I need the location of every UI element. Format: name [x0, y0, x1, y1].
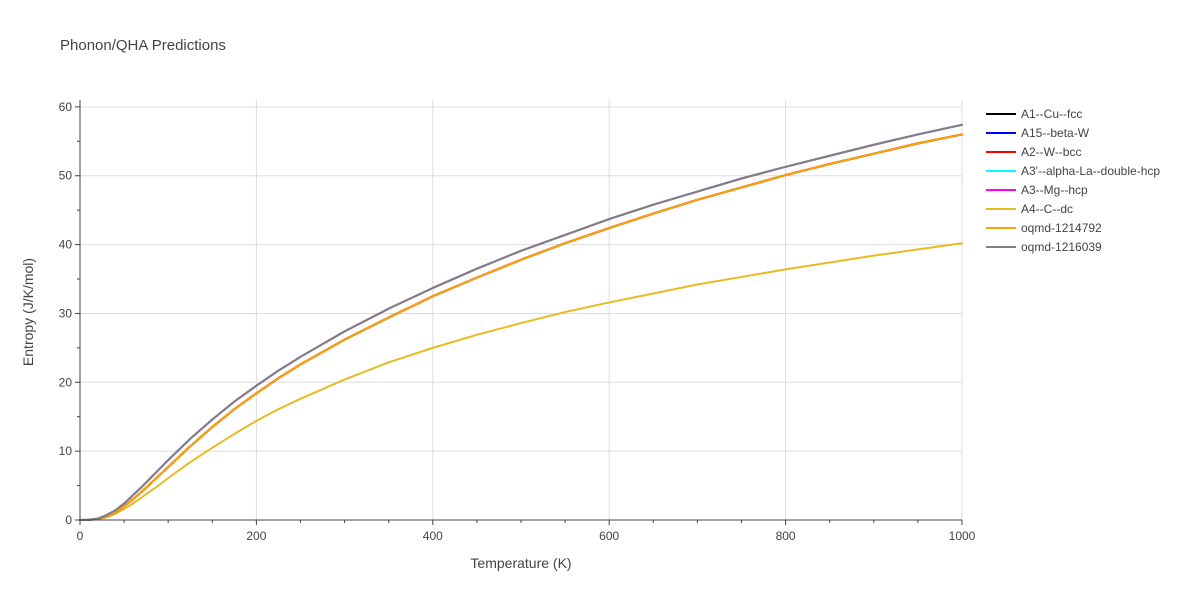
legend-item[interactable]: A4--C--dc [986, 202, 1073, 216]
series-line-oqmd-1216039 [79, 123, 963, 521]
series-line-A1--Cu--fcc [79, 133, 963, 521]
legend-item[interactable]: A15--beta-W [986, 126, 1090, 140]
legend-label: A2--W--bcc [1021, 145, 1081, 159]
grid [80, 100, 963, 520]
series-line-oqmd-1214792 [79, 133, 963, 521]
legend-label: A3'--alpha-La--double-hcp [1021, 164, 1160, 178]
series-line-A15--beta-W [79, 133, 963, 521]
legend-label: A1--Cu--fcc [1021, 107, 1082, 121]
x-tick-label: 600 [599, 529, 619, 543]
y-tick-label: 10 [59, 444, 73, 458]
legend-label: A3--Mg--hcp [1021, 183, 1088, 197]
legend-label: A15--beta-W [1021, 126, 1090, 140]
y-tick-label: 50 [59, 169, 73, 183]
x-axis-title: Temperature (K) [470, 555, 571, 571]
x-tick-label: 0 [77, 529, 84, 543]
x-tick-label: 400 [423, 529, 443, 543]
y-tick-label: 60 [59, 100, 73, 114]
x-tick-label: 200 [246, 529, 266, 543]
legend-item[interactable]: oqmd-1214792 [986, 221, 1102, 235]
legend[interactable]: A1--Cu--fcc A15--beta-W A2--W--bcc A3'--alp… [986, 107, 1160, 254]
y-axis-title: Entropy (J/K/mol) [20, 258, 36, 366]
y-tick-label: 20 [59, 375, 73, 389]
series-line-A2--W--bcc [79, 133, 963, 521]
legend-item[interactable]: A2--W--bcc [986, 145, 1081, 159]
x-tick-label: 1000 [949, 529, 976, 543]
chart-title: Phonon/QHA Predictions [60, 37, 226, 54]
y-tick-label: 40 [59, 238, 73, 252]
legend-label: oqmd-1216039 [1021, 240, 1102, 254]
tick-labels: 0 200 400 600 800 1000 0 10 20 30 40 50 60 [59, 100, 976, 543]
x-tick-label: 800 [776, 529, 796, 543]
legend-item[interactable]: A3--Mg--hcp [986, 183, 1088, 197]
y-tick-label: 0 [65, 513, 72, 527]
legend-item[interactable]: A3'--alpha-La--double-hcp [986, 164, 1160, 178]
y-tick-label: 30 [59, 306, 73, 320]
legend-item[interactable]: A1--Cu--fcc [986, 107, 1082, 121]
legend-item[interactable]: oqmd-1216039 [986, 240, 1102, 254]
axes [75, 100, 963, 525]
legend-label: A4--C--dc [1021, 202, 1073, 216]
legend-label: oqmd-1214792 [1021, 221, 1102, 235]
plot-area [79, 123, 963, 521]
series-line-A4--C--dc [79, 242, 963, 521]
